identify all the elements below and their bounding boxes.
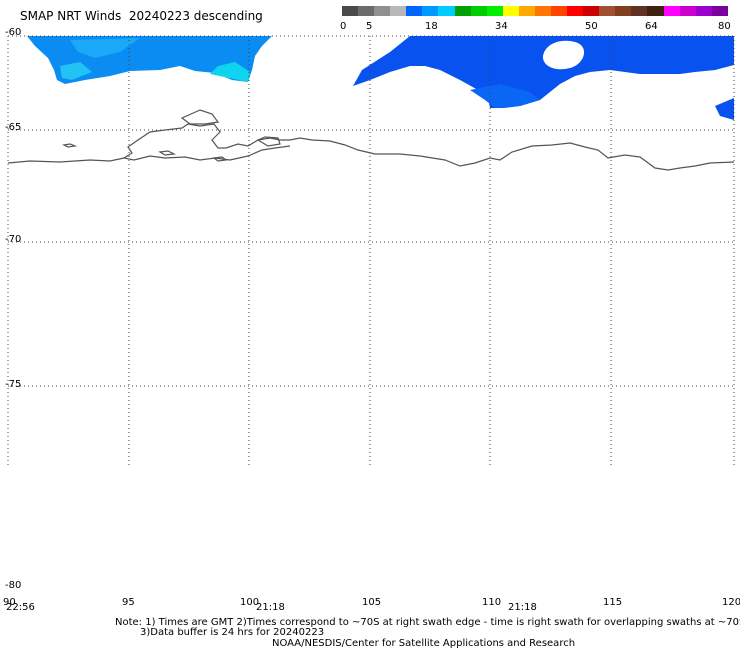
title-date: 20240223: [128, 9, 190, 23]
colorbar-segment: [502, 6, 519, 16]
graticule: [7, 35, 735, 465]
colorbar-segment: [551, 6, 568, 16]
colorbar-segment: [438, 6, 455, 16]
colorbar-segment: [518, 6, 535, 16]
lat-label-75: -75: [5, 379, 22, 390]
map-title: SMAP NRT Winds 20240223 descending: [20, 10, 263, 22]
lon-label-110: 110: [482, 597, 502, 608]
colorbar-segment: [422, 6, 439, 16]
colorbar-label-64: 64: [645, 21, 658, 32]
lon-label-100: 100: [240, 597, 260, 608]
wind-swath-left: [27, 36, 272, 84]
colorbar-segment: [567, 6, 584, 16]
colorbar-label-5: 5: [366, 21, 373, 32]
lon-label-120: 120: [722, 597, 740, 608]
colorbar-segment: [695, 6, 712, 16]
colorbar-segment: [406, 6, 423, 16]
colorbar-segment: [583, 6, 600, 16]
swath-time-2: 21:18: [256, 602, 285, 613]
wind-swath-right: [353, 36, 734, 120]
lon-label-95: 95: [122, 597, 135, 608]
colorbar-segment: [647, 6, 664, 16]
colorbar-segment: [663, 6, 680, 16]
title-text: SMAP NRT Winds: [20, 9, 122, 23]
note-line-3: NOAA/NESDIS/Center for Satellite Applica…: [272, 638, 576, 649]
lon-label-105: 105: [362, 597, 382, 608]
lon-label-90: 90: [3, 597, 16, 608]
colorbar-label-18: 18: [425, 21, 438, 32]
colorbar-label-50: 50: [585, 21, 598, 32]
note-line-1: Note: 1) Times are GMT 2)Times correspon…: [115, 617, 740, 628]
lon-label-115: 115: [603, 597, 623, 608]
colorbar-segment: [711, 6, 728, 16]
colorbar-segment: [358, 6, 375, 16]
lat-label-70: -70: [5, 234, 22, 245]
colorbar-label-34: 34: [495, 21, 508, 32]
lat-label-80: -80: [5, 580, 22, 591]
colorbar-segment: [390, 6, 407, 16]
colorbar-segment: [631, 6, 648, 16]
colorbar-segment: [374, 6, 391, 16]
colorbar-segment: [342, 6, 359, 16]
colorbar-segment: [599, 6, 616, 16]
lat-label-60: -60: [5, 27, 22, 38]
colorbar-segment: [486, 6, 503, 16]
swath-time-3: 21:18: [508, 602, 537, 613]
colorbar-segment: [615, 6, 632, 16]
lat-label-65: -65: [5, 122, 22, 133]
colorbar-segment: [470, 6, 487, 16]
colorbar-segment: [534, 6, 552, 16]
title-pass: descending: [193, 9, 263, 23]
swath-time-1: 22:56: [6, 602, 35, 613]
colorbar-label-80: 80: [718, 21, 731, 32]
wind-speed-colorbar: [342, 6, 728, 16]
colorbar-segment: [679, 6, 696, 16]
colorbar-label-0: 0: [340, 21, 347, 32]
colorbar-segment: [454, 6, 471, 16]
note-line-2: 3)Data buffer is 24 hrs for 20240223: [140, 627, 325, 638]
antarctic-coastline: [7, 109, 735, 171]
